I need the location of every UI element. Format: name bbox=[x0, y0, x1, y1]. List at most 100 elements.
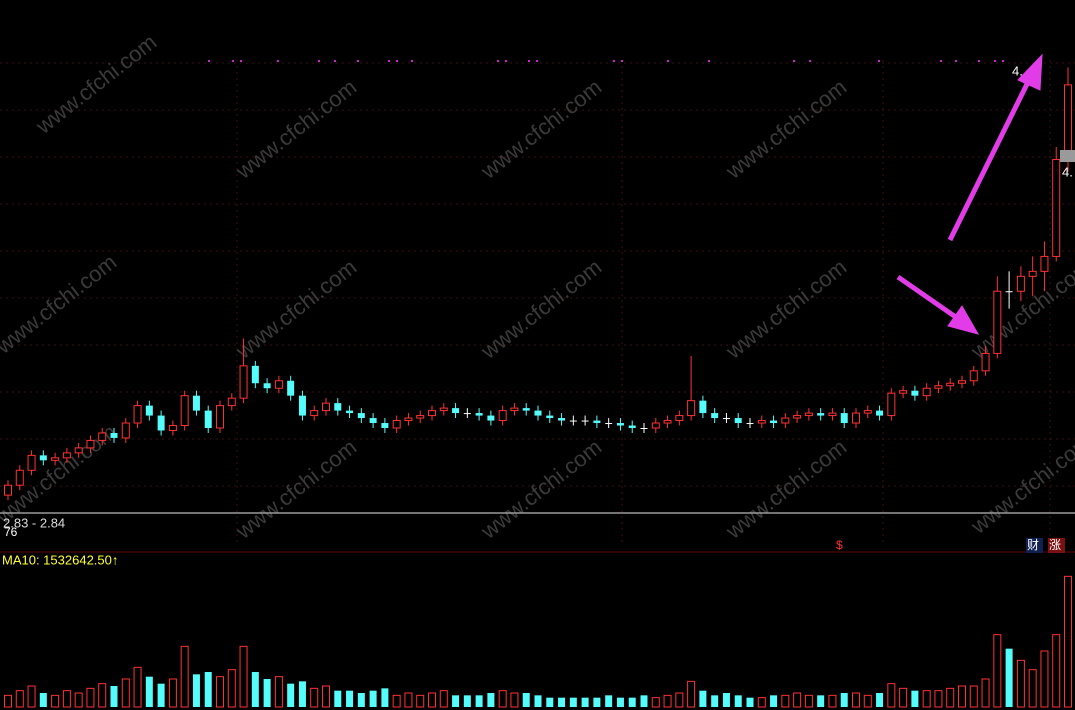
candle-body bbox=[15, 469, 24, 486]
volume-bar bbox=[1040, 650, 1049, 708]
volume-bar bbox=[310, 687, 319, 708]
candle-body bbox=[510, 407, 519, 412]
watermark: www.cfchi.com bbox=[0, 249, 121, 359]
volume-bar bbox=[346, 690, 354, 707]
volume-bar bbox=[852, 692, 860, 708]
watermark: www.cfchi.com bbox=[965, 254, 1075, 364]
candle-body bbox=[263, 383, 271, 389]
volume-bar bbox=[828, 694, 837, 708]
volume-bar bbox=[204, 672, 212, 707]
volume-bar bbox=[899, 687, 908, 708]
signal-dot bbox=[940, 60, 942, 62]
signal-dot bbox=[528, 60, 530, 62]
volume-bar bbox=[510, 692, 519, 708]
arrow-head bbox=[1017, 53, 1043, 91]
volume-bar bbox=[4, 694, 12, 708]
signal-dot bbox=[667, 60, 669, 62]
arrow-head bbox=[947, 305, 980, 335]
volume-bar bbox=[369, 690, 377, 707]
candle-body bbox=[840, 413, 848, 424]
volume-bar bbox=[722, 693, 730, 707]
candle-body bbox=[86, 439, 95, 449]
candle-body bbox=[911, 390, 919, 396]
volume-bar bbox=[74, 692, 83, 708]
candle-body bbox=[1052, 158, 1061, 257]
candle-body bbox=[1016, 275, 1025, 292]
volume-bar bbox=[817, 695, 825, 707]
volume-bar bbox=[263, 679, 271, 707]
candle-body bbox=[404, 417, 413, 422]
volume-bar bbox=[958, 685, 966, 708]
candle-body bbox=[27, 454, 36, 471]
volume-bar bbox=[239, 645, 248, 708]
tag-limit: 涨 bbox=[1049, 537, 1061, 552]
volume-bar bbox=[192, 674, 200, 707]
watermark: www.cfchi.com bbox=[720, 434, 851, 544]
watermark: www.cfchi.com bbox=[720, 74, 851, 184]
candle-body bbox=[969, 370, 978, 382]
volume-bar bbox=[757, 697, 766, 708]
signal-dot bbox=[240, 60, 242, 62]
candle-body bbox=[475, 413, 483, 416]
volume-bar bbox=[98, 683, 107, 708]
volume-bar bbox=[969, 685, 978, 708]
volume-bar bbox=[558, 697, 566, 707]
candle-body bbox=[828, 412, 837, 417]
volume-bar bbox=[1016, 659, 1025, 708]
candle-body bbox=[416, 415, 425, 419]
candle-body bbox=[546, 415, 554, 419]
signal-dot bbox=[708, 60, 710, 62]
volume-bar bbox=[581, 697, 589, 707]
signal-dot bbox=[232, 60, 234, 62]
signal-dot bbox=[536, 60, 538, 62]
signal-dot bbox=[396, 60, 398, 62]
volume-bar bbox=[1052, 634, 1061, 708]
signal-dot bbox=[334, 60, 336, 62]
volume-bar bbox=[534, 695, 542, 707]
volume-bar bbox=[227, 669, 236, 708]
candle-body bbox=[310, 410, 319, 417]
volume-bar bbox=[110, 686, 118, 707]
volume-bar bbox=[522, 693, 530, 707]
candle-body bbox=[452, 408, 460, 414]
candle-body bbox=[581, 420, 589, 422]
candle-body bbox=[216, 405, 224, 429]
watermark: www.cfchi.com bbox=[965, 429, 1075, 539]
watermark: www.cfchi.com bbox=[230, 74, 361, 184]
candle-body bbox=[746, 423, 754, 425]
volume-bar bbox=[675, 692, 684, 708]
corner-label: 76 bbox=[4, 525, 18, 539]
signal-dot bbox=[411, 60, 413, 62]
candle-body bbox=[793, 415, 802, 419]
signal-dot bbox=[388, 60, 390, 62]
volume-bar bbox=[27, 685, 36, 708]
signal-dot bbox=[994, 60, 996, 62]
signal-dot bbox=[277, 60, 279, 62]
tag-box bbox=[1026, 538, 1043, 553]
volumes bbox=[4, 575, 1072, 708]
candle-body bbox=[534, 410, 542, 416]
candle-body bbox=[274, 380, 283, 389]
candle-body bbox=[180, 395, 189, 427]
header-range: 2.83 - 2.84 bbox=[3, 515, 65, 530]
candle-body bbox=[121, 422, 130, 439]
candle-body bbox=[522, 408, 530, 411]
volume-bar bbox=[86, 687, 95, 708]
volume-bar bbox=[251, 672, 259, 707]
candle-body bbox=[804, 412, 813, 417]
volume-bar bbox=[404, 692, 413, 708]
volume-bar bbox=[392, 694, 401, 708]
candle-body bbox=[757, 420, 766, 424]
candle-body bbox=[298, 395, 306, 416]
volume-bar bbox=[274, 676, 283, 708]
arrow bbox=[896, 274, 962, 323]
candle-body bbox=[357, 413, 365, 419]
watermark: www.cfchi.com bbox=[475, 434, 606, 544]
candle-body bbox=[722, 418, 730, 420]
signal-dot bbox=[621, 60, 623, 62]
signal-dot bbox=[878, 60, 880, 62]
volume-bar bbox=[605, 695, 613, 707]
volume-bar bbox=[793, 692, 802, 708]
watermark: www.cfchi.com bbox=[230, 254, 361, 364]
candle-body bbox=[4, 484, 12, 496]
